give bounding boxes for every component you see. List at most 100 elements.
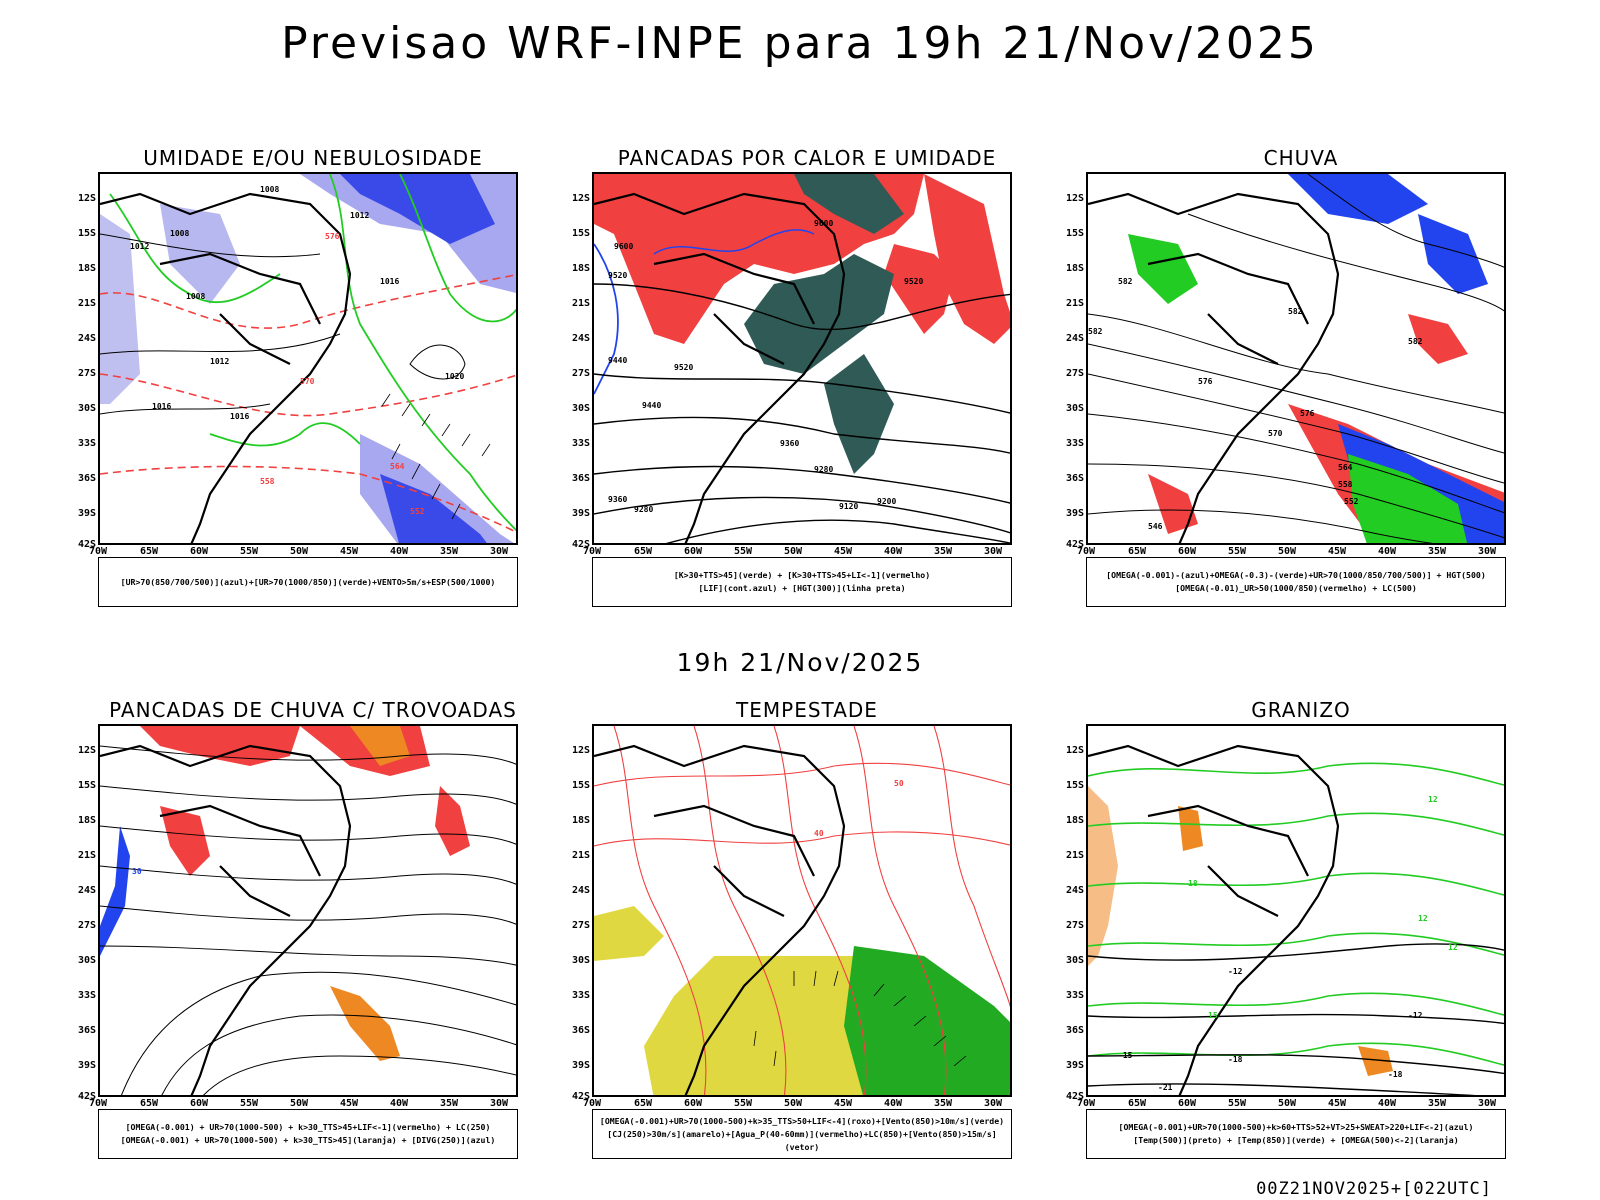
omega-area bbox=[1358, 1046, 1393, 1076]
contour-label: 1008 bbox=[186, 292, 205, 301]
lat-label: 36S bbox=[77, 1025, 96, 1036]
map-svg: 1008 1008 1012 1012 1008 1012 1016 1016 … bbox=[100, 174, 516, 543]
rain-area-omega bbox=[1288, 174, 1428, 224]
lon-label: 70W bbox=[582, 1098, 602, 1109]
border bbox=[159, 252, 321, 325]
lat-label: 15S bbox=[77, 780, 96, 791]
contour-label: 582 bbox=[1118, 277, 1133, 286]
streamline bbox=[1088, 509, 1434, 543]
border bbox=[1207, 313, 1279, 365]
contour-label: -12 bbox=[1228, 967, 1243, 976]
wind-vector bbox=[833, 970, 839, 987]
lat-label: 42S bbox=[1065, 539, 1084, 550]
lon-label: 60W bbox=[1177, 1098, 1197, 1109]
map-svg: -12 -15 -18 -18 -21 12 15 18 12 12 -12 bbox=[1088, 744, 1504, 1095]
lon-label: 50W bbox=[289, 546, 309, 557]
wind-vector bbox=[481, 443, 491, 457]
lat-label: 33S bbox=[77, 438, 96, 449]
contour-label: 576 bbox=[325, 232, 340, 241]
contour-label: 576 bbox=[1198, 377, 1213, 386]
lon-label: 30W bbox=[1477, 1098, 1497, 1109]
temp-850-contour bbox=[1088, 992, 1504, 1016]
lat-label: 18S bbox=[1065, 815, 1084, 826]
jet-area bbox=[594, 906, 664, 961]
height-contour bbox=[594, 465, 1010, 504]
lon-label: 50W bbox=[783, 1098, 803, 1109]
temp-850-contour bbox=[1088, 812, 1504, 836]
streamline bbox=[1088, 413, 1504, 514]
lon-label: 70W bbox=[1076, 1098, 1096, 1109]
border bbox=[159, 804, 321, 877]
lon-label: 65W bbox=[139, 1098, 159, 1109]
moist-unstable-area bbox=[744, 254, 894, 374]
thickness-contour bbox=[100, 465, 516, 533]
contour-label: 9600 bbox=[614, 242, 633, 251]
lon-label: 35W bbox=[439, 1098, 459, 1109]
coastline bbox=[594, 192, 846, 543]
streamline bbox=[1307, 174, 1504, 268]
streamline bbox=[1088, 313, 1504, 414]
wind-vector bbox=[391, 443, 401, 460]
wind-vector bbox=[953, 1055, 967, 1067]
legend-line: [CJ(250)>30m/s](amarelo)+[Agua_P(40-60mm… bbox=[607, 1128, 997, 1152]
panel-granizo: GRANIZO bbox=[1066, 698, 1536, 1183]
contour-label: -21 bbox=[1158, 1083, 1173, 1092]
lat-label: 39S bbox=[77, 508, 96, 519]
contour-label: 552 bbox=[410, 507, 425, 516]
lat-label: 33S bbox=[1065, 990, 1084, 1001]
omega-area bbox=[1178, 806, 1203, 851]
lon-label: 30W bbox=[983, 546, 1003, 557]
lat-label: 42S bbox=[571, 1091, 590, 1102]
lon-label: 30W bbox=[1477, 546, 1497, 557]
lat-label: 36S bbox=[571, 473, 590, 484]
lat-label: 42S bbox=[1065, 1091, 1084, 1102]
lon-label: 55W bbox=[733, 1098, 753, 1109]
lon-label: 30W bbox=[489, 546, 509, 557]
contour-label: 1012 bbox=[130, 242, 149, 251]
contour-label: 9280 bbox=[634, 505, 653, 514]
contour-label: 576 bbox=[1300, 409, 1315, 418]
wind-vector bbox=[401, 403, 411, 417]
lon-label: 55W bbox=[1227, 546, 1247, 557]
lat-label: 36S bbox=[571, 1025, 590, 1036]
panel-title: GRANIZO bbox=[1251, 698, 1351, 722]
lon-label: 65W bbox=[1127, 546, 1147, 557]
storm-area-orange bbox=[330, 986, 400, 1061]
legend-box: [OMEGA(-0.001)+UR>70(1000-500)+k>35_TTS>… bbox=[592, 1109, 1012, 1159]
lon-label: 50W bbox=[1277, 1098, 1297, 1109]
lon-label: 60W bbox=[1177, 546, 1197, 557]
coastline bbox=[1088, 744, 1340, 1095]
lon-label: 40W bbox=[883, 546, 903, 557]
lat-label: 36S bbox=[77, 473, 96, 484]
legend-line: [OMEGA(-0.001) + UR>70(1000-500) + k>30_… bbox=[120, 1135, 496, 1145]
wind-vector bbox=[813, 970, 817, 987]
contour-label: 582 bbox=[1088, 327, 1103, 336]
temp-500-contour bbox=[1088, 1083, 1478, 1095]
rain-area-omega bbox=[1418, 214, 1488, 294]
contour-label: 1020 bbox=[445, 372, 464, 381]
lat-label: 18S bbox=[77, 263, 96, 274]
contour-label: 9440 bbox=[608, 356, 627, 365]
rh-low-contour bbox=[329, 174, 516, 532]
lat-label: 33S bbox=[571, 990, 590, 1001]
contour-label: 12 bbox=[1428, 795, 1438, 804]
panel-umidade: UMIDADE E/OU NEBULOSIDADE bbox=[78, 146, 548, 631]
lat-label: 18S bbox=[571, 815, 590, 826]
rain-area-heavy bbox=[1128, 234, 1198, 304]
lon-label: 40W bbox=[1377, 546, 1397, 557]
temp-500-contour bbox=[1088, 1054, 1504, 1075]
lon-label: 40W bbox=[389, 546, 409, 557]
coastline bbox=[100, 192, 352, 543]
lon-label: 60W bbox=[189, 1098, 209, 1109]
contour-label: 564 bbox=[390, 462, 405, 471]
streamline bbox=[1187, 213, 1504, 312]
lon-label: 40W bbox=[883, 1098, 903, 1109]
lon-label: 50W bbox=[1277, 546, 1297, 557]
legend-line: [K>30+TTS>45](verde) + [K>30+TTS>45+LI<-… bbox=[673, 570, 931, 580]
lat-label: 15S bbox=[1065, 228, 1084, 239]
contour-label: 9200 bbox=[877, 497, 896, 506]
streamline bbox=[100, 865, 516, 885]
lat-label: 12S bbox=[1065, 745, 1084, 756]
lon-label: 55W bbox=[239, 546, 259, 557]
lat-label: 27S bbox=[1065, 368, 1084, 379]
